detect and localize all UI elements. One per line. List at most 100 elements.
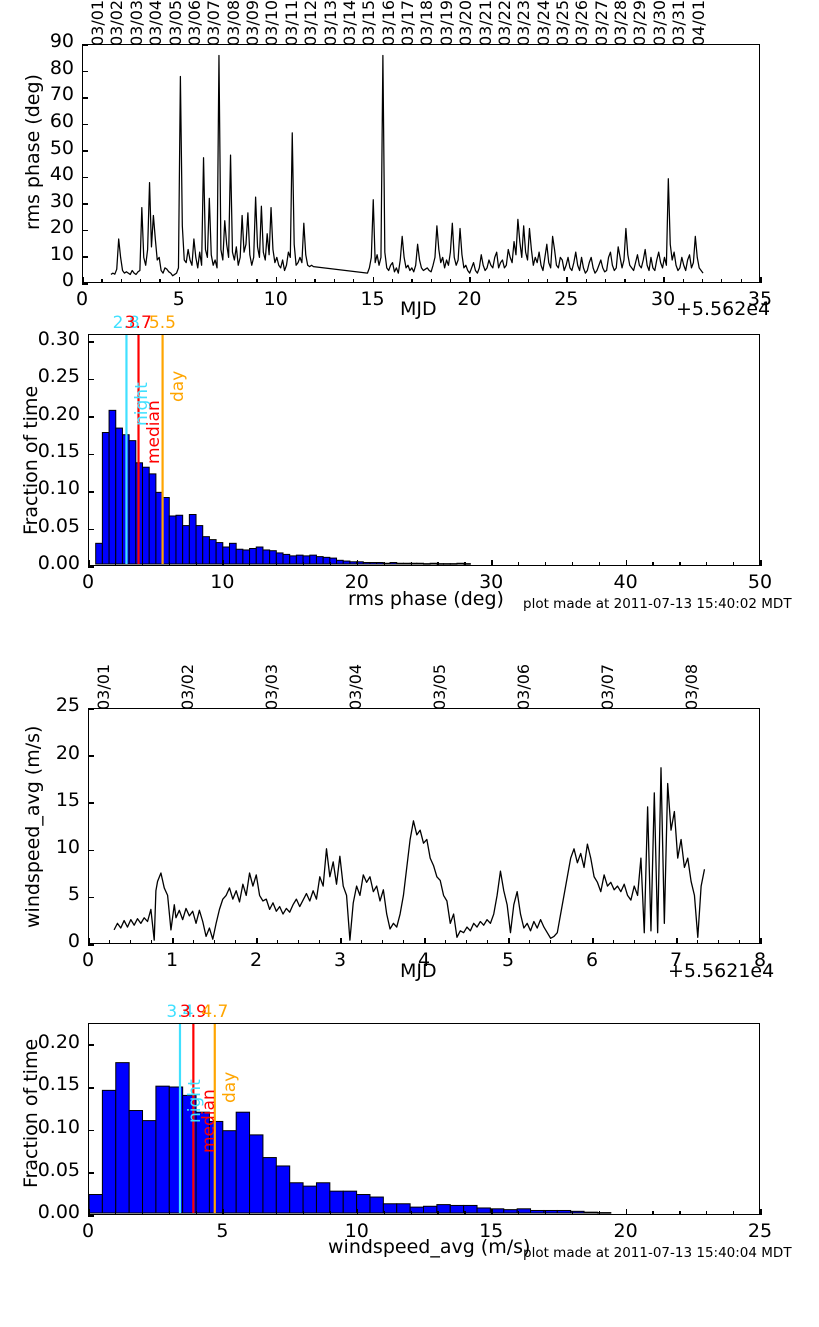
xtick-label: 30 [651,288,676,310]
xtick-minor [356,562,358,566]
date-tick-label: 03/17 [398,0,418,46]
ytick-mark [82,150,88,152]
phase-histogram-plot [95,335,471,565]
xtick-label: 7 [669,949,683,971]
date-tick-label: 03/02 [107,0,127,46]
xtick-minor [445,940,447,944]
xtick-minor [172,940,174,944]
ytick-mark [88,755,94,757]
xtick-minor [277,940,279,944]
date-tick-label: 03/26 [572,0,592,46]
xtick-minor [222,562,224,566]
marker-name-day: day [167,370,188,402]
xtick-minor [383,1211,385,1215]
xtick-minor [491,1211,493,1215]
xtick-minor [222,1211,224,1215]
ytick-label: 0.00 [37,1201,80,1224]
date-tick-label: 03/16 [378,0,398,46]
xtick-minor [663,279,665,283]
xtick-minor [383,562,385,566]
phase-histogram-xlabel: rms phase (deg) [348,588,504,610]
xtick-minor [652,562,654,566]
xtick-minor [679,562,681,566]
ytick-label: 0.15 [37,440,80,463]
wind-timeseries-x-offset: +5.5621e4 [668,960,775,982]
ytick-label: 60 [49,109,74,132]
wind-histogram-timestamp: plot made at 2011-07-13 15:40:04 MDT [523,1245,792,1261]
xtick-minor [571,562,574,566]
xtick-minor [168,562,170,566]
xtick-minor [410,1211,412,1215]
date-tick-label: 03/05 [430,663,450,710]
xtick-minor [598,1211,600,1215]
xtick-minor [114,1211,117,1215]
xtick-minor [109,940,111,944]
xtick-minor [249,562,251,566]
phase-timeseries-ylabel: rms phase (deg) [22,74,44,230]
xtick-minor [410,562,412,566]
xtick-minor [491,562,493,566]
panel-phase-timeseries: 0 10 20 30 40 50 60 70 80 90 0 5 10 15 20 25 30 35 03/01… [0,0,819,320]
date-tick-label: 03/31 [669,0,689,46]
xtick-minor [518,562,520,566]
xtick-minor [256,279,258,283]
ytick-mark [82,229,88,232]
xtick-minor [701,279,704,283]
date-tick-label: 03/09 [243,0,263,46]
xtick-minor [178,279,181,283]
xtick-label: 5 [216,1220,229,1242]
ytick-label: 0.05 [37,514,80,537]
xtick-minor [760,1211,762,1215]
xtick-minor [198,279,200,283]
ytick-mark [88,849,94,852]
xtick-minor [721,279,723,283]
phase-timeseries-xlabel: MJD [400,298,437,320]
date-tick-label: 03/01 [94,663,114,710]
xtick-label: 10 [344,1220,369,1242]
xtick-minor [625,1211,627,1215]
wind-timeseries-plot [113,767,706,941]
ytick-label: 10 [55,835,80,858]
xtick-minor [571,940,573,944]
date-tick-label: 03/10 [262,0,282,46]
ytick-mark [88,1087,94,1089]
date-tick-label: 03/21 [475,0,495,46]
date-tick-label: 03/01 [88,0,108,46]
xtick-minor [114,562,117,566]
xtick-minor [382,940,384,944]
xtick-label: 8 [753,949,767,971]
date-tick-label: 03/08 [682,663,702,710]
xtick-minor [706,1211,708,1215]
xtick-minor [518,1211,520,1215]
xtick-minor [464,562,466,566]
xtick-label: 35 [747,288,773,310]
ytick-mark [88,802,94,804]
ytick-mark [82,123,88,126]
xtick-minor [361,940,363,944]
xtick-minor [391,279,394,283]
panel-wind-histogram: 0.00 0.05 0.10 0.15 0.20 0 5 10 15 20 25 3.4 night… [0,960,819,1327]
xtick-minor [88,1211,90,1215]
xtick-minor [508,279,510,283]
marker-name-day: day [220,1071,241,1103]
date-tick-label: 03/14 [339,0,359,46]
ytick-mark [88,416,94,418]
date-tick-label: 03/28 [611,0,631,46]
ytick-label: 0.10 [37,1115,80,1138]
xtick-minor [679,1211,681,1215]
xtick-minor [488,279,490,283]
xtick-minor [624,279,626,283]
xtick-label: 0 [81,949,95,971]
xtick-minor [430,279,432,283]
xtick-minor [303,562,305,566]
xtick-minor [411,279,413,283]
ytick-mark [88,708,94,710]
xtick-minor [571,1211,574,1215]
ytick-label: 20 [49,216,74,239]
marker-value-median: 3.7 [124,313,152,333]
date-tick-label: 03/06 [514,663,534,710]
xtick-minor [276,1211,278,1215]
ytick-mark [82,44,88,46]
date-tick-label: 03/02 [178,663,198,710]
